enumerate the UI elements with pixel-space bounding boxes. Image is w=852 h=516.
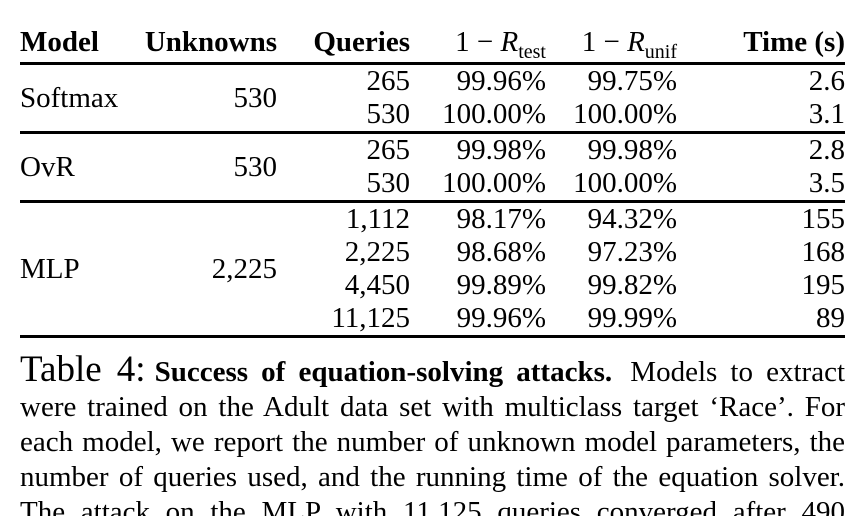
cell-unknowns-mlp: 2,225 xyxy=(130,200,277,337)
cell-model-ovr: OvR xyxy=(20,131,130,202)
cell-unknowns-ovr: 530 xyxy=(130,131,277,202)
r-unif-subscript: unif xyxy=(644,40,677,63)
cell-r-unif: 99.82% xyxy=(587,269,677,301)
cell-r-unif: 100.00% xyxy=(573,167,677,199)
cell-model-softmax: Softmax xyxy=(20,81,119,114)
cell-queries: 2,225 xyxy=(344,236,410,268)
r-unif-prefix: 1 − xyxy=(581,26,628,58)
results-table: Model Unknowns Queries 1 − Rtest 1 − Run… xyxy=(20,22,845,338)
cell-r-test: 99.98% xyxy=(410,131,546,167)
table-row-mlp-3: 4,450 99.89% 99.82% 195 xyxy=(20,269,845,302)
cell-r-test: 99.96% xyxy=(456,302,546,334)
table-row-mlp-1: MLP 2,225 1,112 98.17% 94.32% 155 xyxy=(20,200,845,337)
r-test-prefix: 1 − xyxy=(455,26,501,58)
cell-unknowns-softmax: 530 xyxy=(233,81,278,114)
table-header-row: Model Unknowns Queries 1 − Rtest 1 − Run… xyxy=(20,22,845,65)
cell-queries: 265 xyxy=(366,65,411,97)
cell-r-unif: 99.98% xyxy=(546,131,677,167)
cell-r-unif: 99.99% xyxy=(587,302,677,334)
table-row-softmax-1: Softmax 530 265 99.96% 99.75% 2.6 xyxy=(20,64,845,114)
cell-model-mlp: MLP xyxy=(20,200,130,337)
cell-time: 195 xyxy=(801,269,846,301)
cell-r-test: 98.17% xyxy=(410,200,546,236)
cell-time: 155 xyxy=(677,200,845,236)
col-header-model: Model xyxy=(20,22,130,65)
cell-time: 2.8 xyxy=(677,131,845,167)
cell-time: 168 xyxy=(801,236,846,268)
table-row-mlp-4: 11,125 99.96% 99.99% 89 xyxy=(20,302,845,337)
r-unif-variable: R xyxy=(627,26,645,58)
table-row-ovr-1: OvR 530 265 99.98% 99.98% 2.8 xyxy=(20,131,845,202)
table-row-ovr-2: 530 100.00% 100.00% 3.5 xyxy=(20,167,846,202)
cell-time: 2.6 xyxy=(808,65,845,97)
cell-r-test: 100.00% xyxy=(442,98,546,130)
cell-r-test: 98.68% xyxy=(456,236,546,268)
r-test-variable: R xyxy=(500,26,519,58)
cell-r-unif: 99.75% xyxy=(587,65,677,97)
col-header-queries: Queries xyxy=(277,22,410,65)
col-header-r-test: 1 − Rtest xyxy=(410,22,546,65)
table-caption: Table 4: Success of equation-solving atta… xyxy=(20,349,846,516)
cell-queries: 530 xyxy=(366,98,411,130)
r-test-subscript: test xyxy=(518,40,546,63)
cell-time: 3.5 xyxy=(808,167,845,199)
caption-label: Table 4: xyxy=(20,349,146,390)
caption-text: Models to extract were trained on the Ad… xyxy=(20,356,846,516)
cell-r-test: 99.89% xyxy=(456,269,546,301)
cell-r-test: 100.00% xyxy=(442,167,546,199)
table-row-mlp-2: 2,225 98.68% 97.23% 168 xyxy=(20,236,845,269)
cell-queries: 4,450 xyxy=(344,269,410,301)
col-header-unknowns: Unknowns xyxy=(130,22,277,65)
col-header-time: Time (s) xyxy=(677,22,845,65)
caption-bold-title: Success of equation-solving attacks. xyxy=(154,356,613,388)
cell-r-unif: 97.23% xyxy=(587,236,677,268)
cell-r-unif: 100.00% xyxy=(573,98,677,130)
cell-queries: 530 xyxy=(366,167,411,199)
cell-r-test: 99.96% xyxy=(456,65,546,97)
cell-queries: 265 xyxy=(277,131,410,167)
cell-time: 89 xyxy=(816,302,845,334)
table-row-softmax-2: 530 100.00% 100.00% 3.1 xyxy=(20,98,846,133)
cell-r-unif: 94.32% xyxy=(546,200,677,236)
cell-queries: 1,112 xyxy=(277,200,410,236)
col-header-r-unif: 1 − Runif xyxy=(546,22,677,65)
cell-time: 3.1 xyxy=(808,98,845,130)
cell-queries: 11,125 xyxy=(331,302,410,334)
